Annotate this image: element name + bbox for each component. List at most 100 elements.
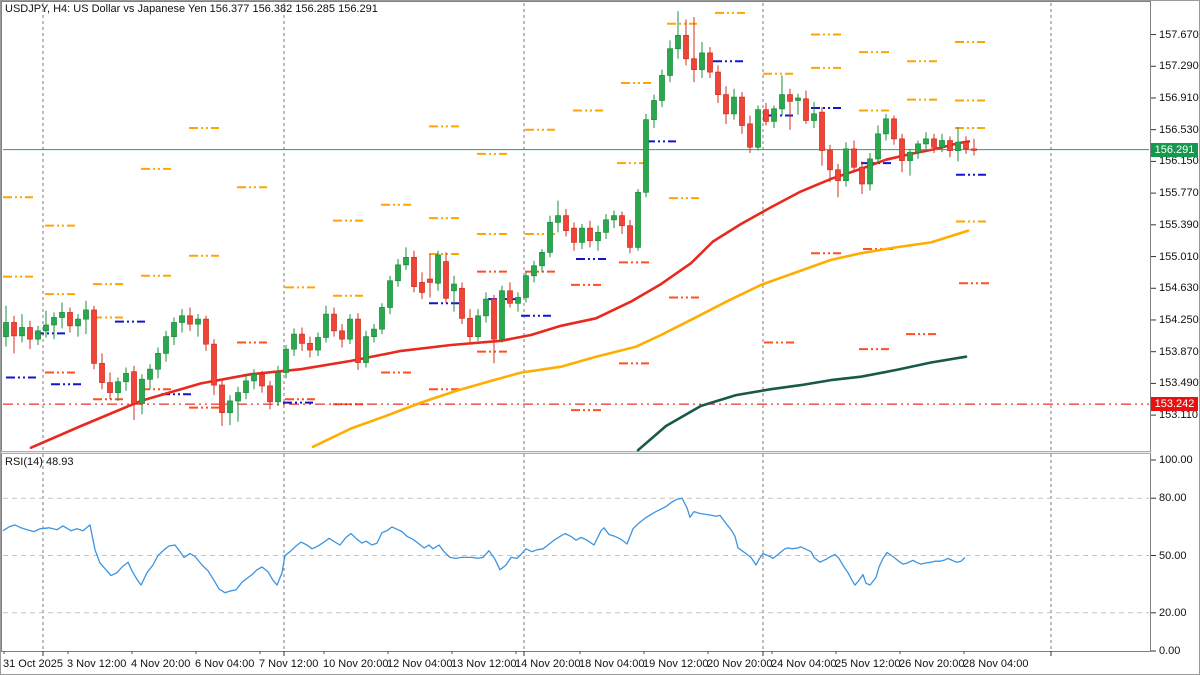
price-axis-label[interactable]: 153.490 (1159, 377, 1199, 390)
candle-body (259, 373, 265, 387)
candle-body (571, 227, 577, 243)
ma-slow-darkgreen (636, 355, 968, 452)
candle-body (515, 297, 521, 304)
candle-body (19, 327, 25, 337)
main-chart-frame (1, 1, 1151, 452)
candle-body (795, 97, 801, 101)
price-axis-label[interactable]: 153.870 (1159, 345, 1199, 358)
candle-body (307, 342, 313, 351)
time-axis-label[interactable]: 3 Nov 12:00 (67, 658, 127, 670)
time-axis-label[interactable]: 10 Nov 20:00 (323, 658, 389, 670)
time-axis-label[interactable]: 14 Nov 20:00 (515, 658, 581, 670)
rsi-axis-label[interactable]: 20.00 (1159, 606, 1187, 619)
rsi-axis-label[interactable]: 80.00 (1159, 492, 1187, 505)
candle-body (779, 94, 785, 110)
candle-body (435, 254, 441, 284)
candle-body (27, 327, 33, 340)
candle-body (347, 318, 353, 340)
price-axis-label[interactable]: 155.770 (1159, 187, 1199, 200)
time-axis-label[interactable]: 24 Nov 04:00 (771, 658, 837, 670)
candle-body (923, 138, 929, 145)
time-axis-label[interactable]: 26 Nov 20:00 (899, 658, 965, 670)
candle-body (459, 287, 465, 319)
price-axis-label[interactable]: 154.630 (1159, 282, 1199, 295)
candle-body (211, 343, 217, 386)
candle-body (203, 318, 209, 345)
candle-body (547, 221, 553, 253)
time-axis-label[interactable]: 20 Nov 20:00 (707, 658, 773, 670)
time-axis-label[interactable]: 25 Nov 12:00 (835, 658, 901, 670)
time-axis-label[interactable]: 4 Nov 20:00 (131, 658, 191, 670)
candle-body (387, 280, 393, 308)
candle-body (83, 309, 89, 320)
candle-body (579, 227, 585, 243)
rsi-indicator-label: RSI(14) 48.93 (5, 456, 74, 468)
candle-body (851, 148, 857, 168)
candle-body (883, 118, 889, 135)
time-axis-label[interactable]: 28 Nov 04:00 (963, 658, 1029, 670)
candle-body (595, 231, 601, 242)
price-axis-label[interactable]: 153.110 (1159, 409, 1198, 422)
candle-body (827, 150, 833, 171)
price-axis-label[interactable]: 157.670 (1159, 28, 1199, 41)
candle-body (179, 315, 185, 323)
time-axis-label[interactable]: 19 Nov 12:00 (643, 658, 709, 670)
candle-body (619, 215, 625, 227)
candle-body (59, 312, 65, 318)
candle-body (835, 169, 841, 181)
candle-body (627, 225, 633, 248)
candle-body (643, 119, 649, 193)
candle-body (787, 94, 793, 102)
rsi-axis-label[interactable]: 100.00 (1159, 454, 1193, 466)
candle-body (11, 322, 17, 337)
candle-body (131, 371, 137, 404)
time-axis-label[interactable]: 7 Nov 12:00 (259, 658, 319, 670)
price-axis-label[interactable]: 155.390 (1159, 218, 1199, 231)
rsi-axis-label[interactable]: 50.00 (1159, 549, 1187, 562)
window-splitter[interactable] (1, 451, 1152, 454)
candle-body (163, 336, 169, 354)
price-axis-label[interactable]: 156.910 (1159, 91, 1199, 104)
price-axis-label[interactable]: 156.530 (1159, 123, 1199, 136)
candle-body (683, 35, 689, 60)
candle-body (523, 275, 529, 298)
candle-body (659, 75, 665, 101)
price-axis-label[interactable]: 154.250 (1159, 313, 1199, 326)
candle-body (499, 290, 505, 340)
time-axis-label[interactable]: 12 Nov 04:00 (387, 658, 453, 670)
candle-body (35, 330, 41, 340)
candle-body (419, 282, 425, 293)
price-axis-label[interactable]: 157.290 (1159, 60, 1199, 73)
candle-body (43, 324, 49, 332)
candle-body (891, 118, 897, 140)
candle-body (451, 283, 457, 292)
current-price-badge: 156.291 (1151, 142, 1198, 157)
candle-body (707, 52, 713, 73)
candle-body (731, 96, 737, 115)
time-axis-label[interactable]: 18 Nov 04:00 (579, 658, 645, 670)
time-axis-label[interactable]: 13 Nov 12:00 (451, 658, 517, 670)
candle-body (971, 148, 977, 151)
candle-body (771, 108, 777, 122)
candle-body (675, 35, 681, 50)
candle-body (491, 298, 497, 340)
candle-body (99, 362, 105, 383)
time-axis-label[interactable]: 31 Oct 2025 (3, 658, 63, 670)
candle-body (563, 215, 569, 232)
candle-body (931, 138, 937, 148)
candle-body (171, 322, 177, 338)
time-axis-label[interactable]: 6 Nov 04:00 (195, 658, 255, 670)
candle-body (251, 373, 257, 382)
candle-body (843, 148, 849, 181)
rsi-axis-label[interactable]: 0.00 (1159, 645, 1181, 657)
rsi-line (2, 497, 966, 594)
price-axis-label[interactable]: 156.150 (1159, 155, 1199, 168)
candle-body (859, 166, 865, 185)
candle-body (755, 109, 761, 148)
candle-body (155, 352, 161, 370)
candle-body (363, 336, 369, 363)
price-axis-label[interactable]: 155.010 (1159, 250, 1199, 263)
candle-body (539, 251, 545, 267)
candle-body (811, 113, 817, 121)
